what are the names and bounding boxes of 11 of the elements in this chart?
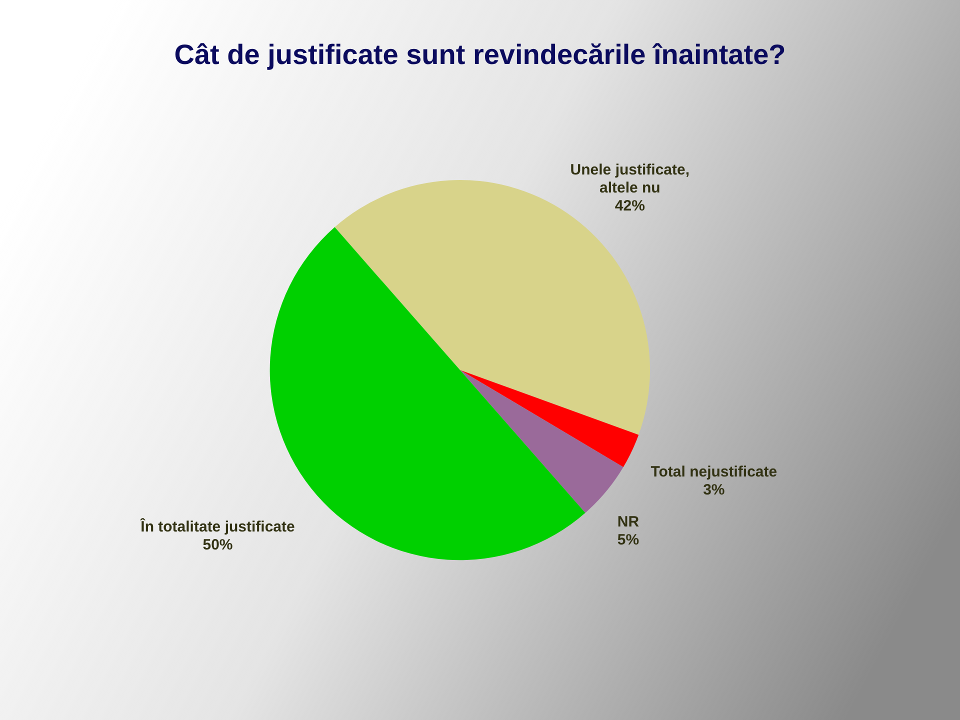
data-label: 5% bbox=[617, 532, 640, 549]
slice-label: Unele justificate, altele nu bbox=[570, 162, 690, 197]
data-label: 50% bbox=[202, 536, 233, 554]
data-label: 3% bbox=[703, 481, 725, 498]
pie-slice bbox=[460, 370, 624, 513]
slice-label: NR bbox=[617, 514, 640, 531]
chart-title: Cât de justificate sunt revindecările înaintate? bbox=[174, 39, 786, 70]
slice-label: În totalitate justificate bbox=[140, 517, 295, 536]
data-label: 42% bbox=[614, 198, 645, 215]
slice-label: Total nejustificate bbox=[650, 463, 778, 480]
pie-slice bbox=[460, 370, 639, 468]
